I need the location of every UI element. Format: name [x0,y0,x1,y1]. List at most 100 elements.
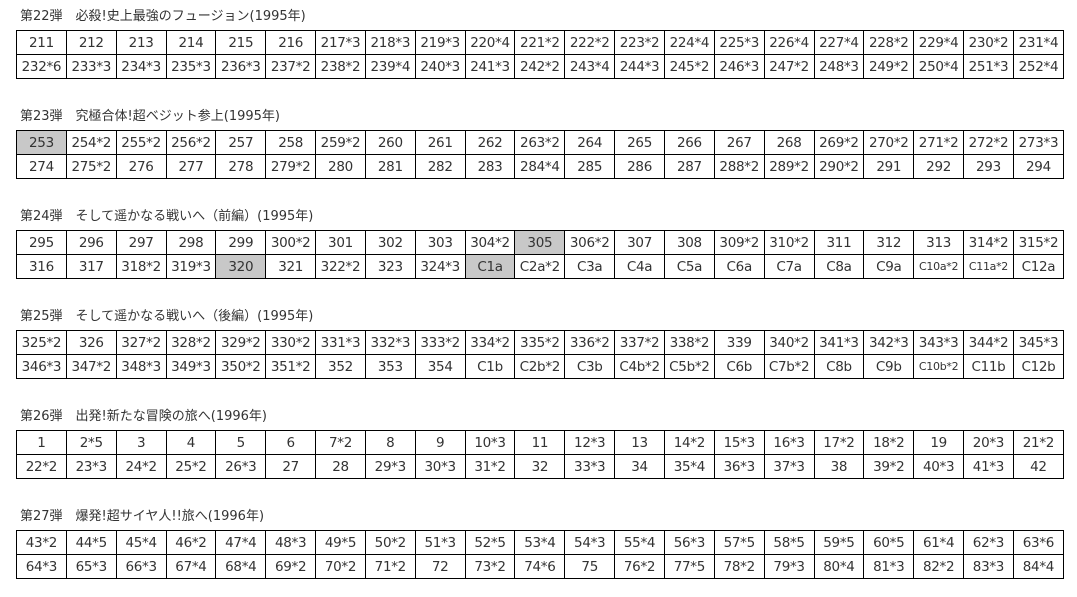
table-cell: 313 [913,230,965,255]
table-cell: 51*3 [414,530,466,555]
table-cell: 233*3 [65,54,117,79]
table-cell: 328*2 [165,330,217,355]
table-cell: 295 [16,230,67,255]
table-cell: 29*3 [364,454,416,479]
table-cell: 327*2 [115,330,167,355]
table-cell: 306*2 [564,230,616,255]
table-cell: 314*2 [963,230,1014,255]
table-cell: 281 [364,154,416,179]
table-cell: C7a [763,254,815,279]
table-cell: 259*2 [315,130,366,155]
card-table: 211 212 213 214 215 216 217*3 218*3 219*3 220*4 22… [16,30,1065,79]
table-cell: 10*3 [464,430,516,455]
table-cell: 76*2 [614,554,665,579]
table-cell: 287 [663,154,715,179]
table-cell: 331*3 [315,330,366,355]
table-cell: 245*2 [663,54,715,79]
table-row: 346*3 347*2 348*3 349*3 350*2 351*2 352 353 354 C… [16,354,1065,379]
table-cell: 318*2 [115,254,167,279]
table-cell: 294 [1012,154,1065,179]
table-cell: C10b*2 [913,354,965,379]
table-cell: 17*2 [813,430,865,455]
table-cell: 231*4 [1012,30,1065,55]
table-cell: 25*2 [165,454,217,479]
table-cell: 335*2 [514,330,566,355]
table-cell: 274 [16,154,67,179]
table-cell: C5a [663,254,715,279]
table-cell: 321 [265,254,317,279]
table-cell: 290*2 [813,154,865,179]
table-cell: 77*5 [663,554,715,579]
table-cell: C9b [863,354,915,379]
table-cell: 67*4 [165,554,217,579]
table-cell: 230*2 [963,30,1014,55]
section-title: 第23弾 究極合体!超ベジット参上(1995年) [20,109,280,124]
table-cell: 70*2 [315,554,366,579]
table-cell: 337*2 [614,330,665,355]
table-cell: 256*2 [165,130,217,155]
table-cell: 45*4 [115,530,167,555]
table-cell: 302 [364,230,416,255]
table-cell: 334*2 [464,330,516,355]
table-cell: 278 [215,154,267,179]
table-cell: 49*5 [315,530,366,555]
card-table: 43*2 44*5 45*4 46*2 47*4 48*3 49*5 50*2 51*3 52*5… [16,530,1065,579]
table-cell: 246*3 [713,54,765,79]
table-cell: 349*3 [165,354,217,379]
table-cell: 240*3 [414,54,466,79]
table-cell: 300*2 [265,230,317,255]
table-cell: 258 [265,130,317,155]
table-cell: 43*2 [16,530,67,555]
table-cell: 78*2 [713,554,765,579]
table-cell: 37*3 [763,454,815,479]
table-cell: 292 [913,154,965,179]
table-cell: 83*3 [963,554,1014,579]
table-cell: 338*2 [663,330,715,355]
table-cell: 32 [514,454,566,479]
table-cell: 345*3 [1012,330,1065,355]
table-cell: 275*2 [65,154,117,179]
table-cell: 297 [115,230,167,255]
table-cell: 354 [414,354,466,379]
table-row: 295 296 297 298 299 300*2 301 302 303 304*2 305 306… [16,230,1065,255]
table-cell: 225*3 [713,30,765,55]
table-cell: 276 [115,154,167,179]
table-cell: 264 [564,130,616,155]
table-cell: 40*3 [913,454,965,479]
table-cell: 339 [713,330,765,355]
series-section: 第22弾 必殺!史上最強のフュージョン(1995年) 211 212 213 214 21… [16,7,1065,79]
table-cell: 268 [763,130,815,155]
table-row: 253 254*2 255*2 256*2 257 258 259*2 260 261 262 26… [16,130,1065,155]
table-cell: 304*2 [464,230,516,255]
table-cell: 47*4 [215,530,267,555]
table-cell: C11b [963,354,1014,379]
table-cell: 55*4 [614,530,665,555]
table-cell: 324*3 [414,254,466,279]
table-cell: 61*4 [913,530,965,555]
table-cell: 79*3 [763,554,815,579]
table-cell: 73*2 [464,554,516,579]
table-cell: 242*2 [514,54,566,79]
series-section: 第26弾 出発!新たな冒険の旅へ(1996年) 1 2*5 3 4 5 6 7*2 8 9 10*3… [16,407,1065,479]
table-row: 232*6 233*3 234*3 235*3 236*3 237*2 238*2 239*4… [16,54,1065,79]
table-cell: 211 [16,30,67,55]
table-cell: 326 [65,330,117,355]
table-cell: 9 [414,430,466,455]
table-cell: 4 [165,430,217,455]
table-cell: 214 [165,30,217,55]
table-cell: 271*2 [913,130,965,155]
table-cell: 307 [614,230,665,255]
table-cell: 277 [165,154,217,179]
table-cell: C8a [813,254,865,279]
table-cell: 23*3 [65,454,117,479]
section-title: 第22弾 必殺!史上最強のフュージョン(1995年) [20,9,306,24]
table-cell: 46*2 [165,530,217,555]
table-cell: C2b*2 [514,354,566,379]
table-cell: 347*2 [65,354,117,379]
table-row: 325*2 326 327*2 328*2 329*2 330*2 331*3 332*3 33… [16,330,1065,355]
table-cell: 305 [514,230,566,255]
table-cell: C8b [813,354,865,379]
table-cell: C6a [713,254,765,279]
table-cell: 332*3 [364,330,416,355]
table-cell: 19 [913,430,965,455]
